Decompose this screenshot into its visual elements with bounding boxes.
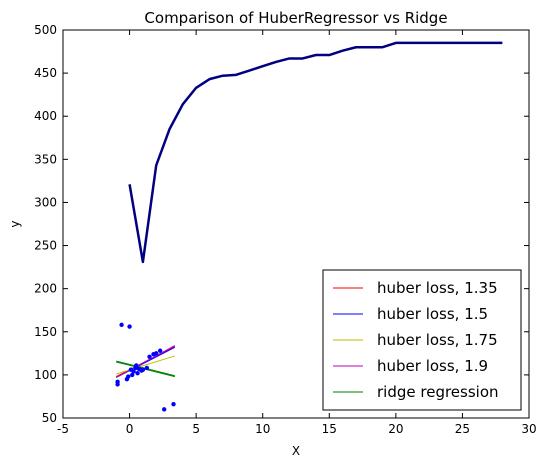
scatter-point <box>134 363 139 368</box>
y-tick-label: 300 <box>34 195 57 209</box>
y-tick-label: 500 <box>34 23 57 37</box>
legend-label: huber loss, 1.5 <box>377 305 488 323</box>
x-tick-label: 10 <box>255 422 270 436</box>
scatter-point <box>115 382 120 387</box>
y-tick-label: 450 <box>34 66 57 80</box>
x-tick-label: 0 <box>126 422 134 436</box>
chart-title: Comparison of HuberRegressor vs Ridge <box>144 9 447 27</box>
scatter-point <box>157 348 163 353</box>
x-tick-label: 20 <box>388 422 403 436</box>
x-tick-label: 5 <box>192 422 200 436</box>
x-tick-label: 30 <box>521 422 536 436</box>
legend: huber loss, 1.35 huber loss, 1.5 huber los… <box>322 269 522 411</box>
legend-label: huber loss, 1.9 <box>377 357 488 375</box>
scatter-point <box>126 374 131 379</box>
scatter-point <box>144 365 150 371</box>
scatter-point <box>128 367 134 372</box>
y-tick-label: 200 <box>34 282 57 296</box>
scatter-point <box>154 351 159 356</box>
y-tick-label: 350 <box>34 152 57 166</box>
scatter-point <box>140 367 146 372</box>
series-line-3 <box>116 355 175 375</box>
x-tick-label: 15 <box>322 422 337 436</box>
y-tick-label: 100 <box>34 368 57 382</box>
y-tick-label: 50 <box>42 411 57 425</box>
scatter-point <box>147 354 152 359</box>
series-line-4 <box>116 345 176 378</box>
legend-label: huber loss, 1.75 <box>377 331 498 349</box>
y-tick-label: 150 <box>34 325 57 339</box>
scatter-point <box>130 372 135 378</box>
scatter-point <box>161 407 167 412</box>
scatter-point <box>171 402 176 407</box>
legend-label: ridge regression <box>377 383 499 401</box>
curve-line <box>128 41 503 264</box>
y-axis-label: y <box>8 220 22 227</box>
y-tick-label: 250 <box>34 239 57 253</box>
y-tick-label: 400 <box>34 109 57 123</box>
legend-label: huber loss, 1.35 <box>377 279 498 297</box>
scatter-point <box>127 324 132 329</box>
plot-area <box>115 41 503 412</box>
x-tick-label: -5 <box>57 422 69 436</box>
plot-frame <box>62 29 530 419</box>
x-axis-label: X <box>292 444 300 458</box>
axis-ticks: -5 0 5 10 15 20 25 30 50 100 150 200 250 300 350 400 450… <box>34 23 537 436</box>
scatter-point <box>119 322 124 328</box>
scatter-point <box>135 370 140 376</box>
x-tick-label: 25 <box>455 422 470 436</box>
